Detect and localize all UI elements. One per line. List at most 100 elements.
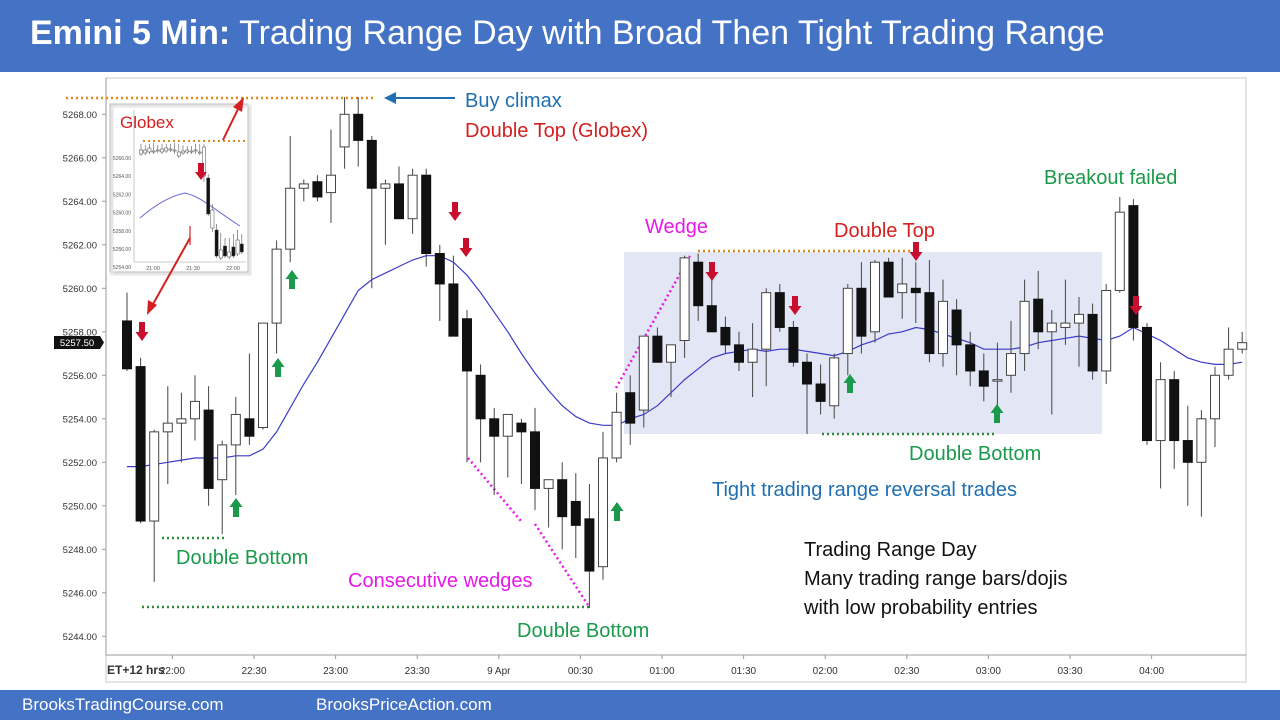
x-tick-label: 9 Apr	[487, 666, 511, 677]
inset-candle-body	[218, 249, 223, 259]
bull-arrow-icon	[610, 502, 624, 521]
candle-body	[530, 431, 540, 489]
last-price-tag: 5257.50	[54, 336, 104, 349]
x-axis-label: ET+12 hrs	[107, 663, 165, 677]
candle-body	[162, 422, 173, 433]
inset-candle-body	[181, 150, 185, 154]
candle-body	[910, 287, 921, 294]
summary-line-1: Trading Range Day	[804, 539, 977, 561]
x-tick-label: 23:30	[405, 666, 430, 677]
x-tick-label: 02:30	[894, 666, 919, 677]
wedge-label: Wedge	[645, 216, 708, 238]
candle-body	[122, 320, 132, 370]
bear-arrow-shaft	[463, 238, 469, 248]
inset-x-tick-label: 21:30	[186, 266, 200, 272]
candle-body	[720, 326, 731, 346]
footer-left-link[interactable]: BrooksTradingCourse.com	[22, 695, 224, 714]
inset-candle-body	[231, 246, 236, 257]
inset-y-tick-label: 5262.00	[113, 192, 131, 198]
candle-body	[407, 174, 418, 220]
x-tick-label: 01:30	[731, 666, 756, 677]
candle-body	[965, 344, 976, 372]
title-bar: Emini 5 Min: Trading Range Day with Broa…	[0, 0, 1280, 72]
candle-body	[366, 139, 377, 189]
footer-right-link[interactable]: BrooksPriceAction.com	[316, 695, 492, 714]
y-tick-label: 5248.00	[63, 545, 97, 556]
last-price-text: 5257.50	[60, 338, 94, 349]
candle-body	[1006, 353, 1016, 376]
candle-body	[421, 174, 432, 254]
y-tick-label: 5256.00	[63, 371, 97, 382]
double-bottom-label-1: Double Bottom	[176, 547, 308, 569]
inset-candle-body	[151, 150, 156, 153]
bear-arrow-icon	[909, 242, 923, 261]
candle-body	[693, 261, 704, 307]
y-tick-label: 5258.00	[63, 327, 97, 338]
candle-body	[666, 344, 676, 363]
inset-x-tick-label: 21:00	[146, 266, 160, 272]
bull-arrow-icon	[285, 270, 299, 289]
title-bold: Emini 5 Min:	[30, 14, 231, 52]
bear-arrow-head	[459, 248, 473, 257]
candle-body	[339, 113, 350, 148]
bull-arrow-shaft	[847, 383, 853, 393]
inset-y-tick-label: 5256.00	[113, 247, 131, 253]
candle-body	[802, 361, 812, 385]
x-tick-label: 00:30	[568, 666, 593, 677]
y-tick-label: 5268.00	[63, 110, 97, 121]
candle-body	[557, 479, 568, 518]
inset-candle-body	[172, 149, 177, 152]
bear-arrow-shaft	[709, 262, 715, 272]
candle-body	[516, 422, 527, 433]
candle-body	[298, 183, 309, 189]
candle-body	[652, 335, 663, 363]
candle-body	[625, 392, 636, 424]
candle-body	[734, 344, 744, 363]
candle-body	[203, 409, 214, 489]
bull-arrow-icon	[990, 404, 1004, 423]
bull-arrow-head	[271, 358, 285, 367]
candle-body	[638, 335, 649, 411]
candle-body	[1237, 342, 1248, 350]
candle-body	[978, 370, 989, 387]
bear-arrow-shaft	[913, 242, 919, 252]
consecutive-wedges-label: Consecutive wedges	[348, 570, 533, 592]
inset-candle-body	[239, 243, 244, 253]
bear-arrow-head	[788, 306, 802, 315]
bear-arrow-icon	[1129, 296, 1143, 315]
candle-body	[1142, 326, 1152, 442]
candle-body	[761, 292, 772, 350]
tight-range-label: Tight trading range reversal trades	[712, 479, 1017, 501]
candle-body	[584, 518, 595, 572]
bear-arrow-shaft	[1133, 296, 1139, 306]
candle-body	[924, 292, 935, 355]
bear-arrow-shaft	[792, 296, 798, 306]
bear-arrow-icon	[448, 202, 462, 221]
bear-arrow-icon	[705, 262, 719, 281]
x-tick-label: 01:00	[649, 666, 674, 677]
bear-arrow-icon	[459, 238, 473, 257]
candle-body	[951, 309, 962, 346]
buy-climax-label: Buy climax	[465, 90, 562, 112]
double-bottom-label-3: Double Bottom	[909, 443, 1041, 465]
bull-arrow-shaft	[233, 507, 239, 517]
candle-body	[1087, 313, 1098, 372]
inset-candle-body	[223, 245, 227, 257]
candle-body	[475, 374, 486, 420]
candle-body	[897, 283, 908, 294]
candle-body	[747, 348, 758, 363]
inset-candle-body	[197, 151, 202, 154]
bull-arrow-icon	[843, 374, 857, 393]
inset-candle-body	[143, 149, 148, 154]
candle-body	[1114, 211, 1125, 291]
candle-body	[230, 413, 241, 446]
candle-body	[135, 366, 146, 522]
candle-body	[788, 326, 799, 363]
bear-arrow-icon	[788, 296, 802, 315]
bull-arrow-icon	[229, 498, 243, 517]
inset-candle-body	[193, 149, 198, 152]
bull-arrow-shaft	[614, 511, 620, 521]
candle-body	[611, 411, 622, 459]
bear-arrow-head	[909, 252, 923, 261]
bull-arrow-head	[843, 374, 857, 383]
